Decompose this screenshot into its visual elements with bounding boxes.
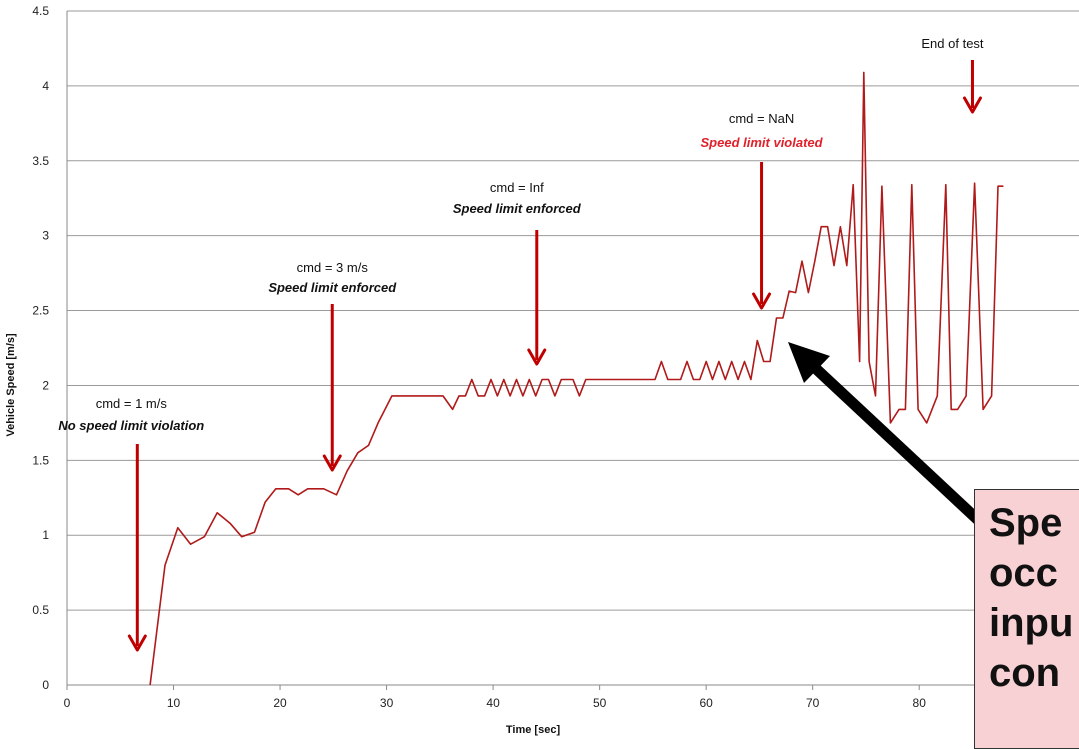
x-axis-title: Time [sec] [506,724,561,736]
annotation-1: cmd = 3 m/s Speed limit enforced [268,260,397,472]
annotation-arrow-head [527,348,547,366]
y-tick-label: 2 [42,378,49,392]
y-tick-label: 4 [42,79,49,93]
annotation-sublabel: Speed limit enforced [268,280,397,295]
grid-lines [67,10,1079,611]
annotation-2: cmd = Inf Speed limit enforced [453,180,582,366]
x-tick-label: 40 [486,696,500,710]
callout-box: Spe occ inpu con [974,489,1079,749]
annotation-3: cmd = NaN Speed limit violated [701,111,824,310]
y-tick-label: 0 [42,678,49,692]
y-tick-label: 4.5 [32,4,49,18]
y-tick-label: 1 [42,528,49,542]
x-tick-label: 10 [167,696,181,710]
annotation-sublabel: No speed limit violation [58,418,204,433]
x-tick-label: 60 [699,696,713,710]
axes [66,11,1079,690]
annotation-label: cmd = 1 m/s [96,396,168,411]
y-tick-label: 3.5 [32,154,49,168]
annotation-sublabel: Speed limit violated [701,135,824,150]
annotation-label: cmd = Inf [490,180,544,195]
y-tick-label: 0.5 [32,603,49,617]
y-tick-label: 2.5 [32,304,49,318]
annotation-0: cmd = 1 m/s No speed limit violation [58,396,204,652]
x-tick-labels: 0 10 20 30 40 50 60 70 80 [64,696,927,710]
annotation-arrow-head [962,96,982,114]
x-tick-label: 50 [593,696,607,710]
x-tick-label: 0 [64,696,71,710]
annotation-sublabel: Speed limit enforced [453,201,582,216]
x-tick-label: 70 [806,696,820,710]
annotation-label: cmd = NaN [729,111,794,126]
annotation-arrow-head [127,634,147,652]
callout-pointer-arrow [788,342,982,525]
speed-series-line [149,71,1004,686]
annotation-arrow-head [752,292,772,310]
annotation-label: cmd = 3 m/s [297,260,369,275]
x-tick-label: 30 [380,696,394,710]
x-tick-label: 80 [913,696,927,710]
callout-text: Spe occ inpu con [989,501,1074,695]
annotation-label: End of test [921,36,984,51]
y-tick-label: 3 [42,229,49,243]
y-tick-labels: 0 0.5 1 1.5 2 2.5 3 3.5 4 4.5 [32,4,49,692]
x-tick-label: 20 [273,696,287,710]
y-tick-label: 1.5 [32,453,49,467]
annotation-arrow-head [322,454,342,472]
y-axis-title: Vehicle Speed [m/s] [5,333,17,437]
annotation-4: End of test [921,36,984,114]
